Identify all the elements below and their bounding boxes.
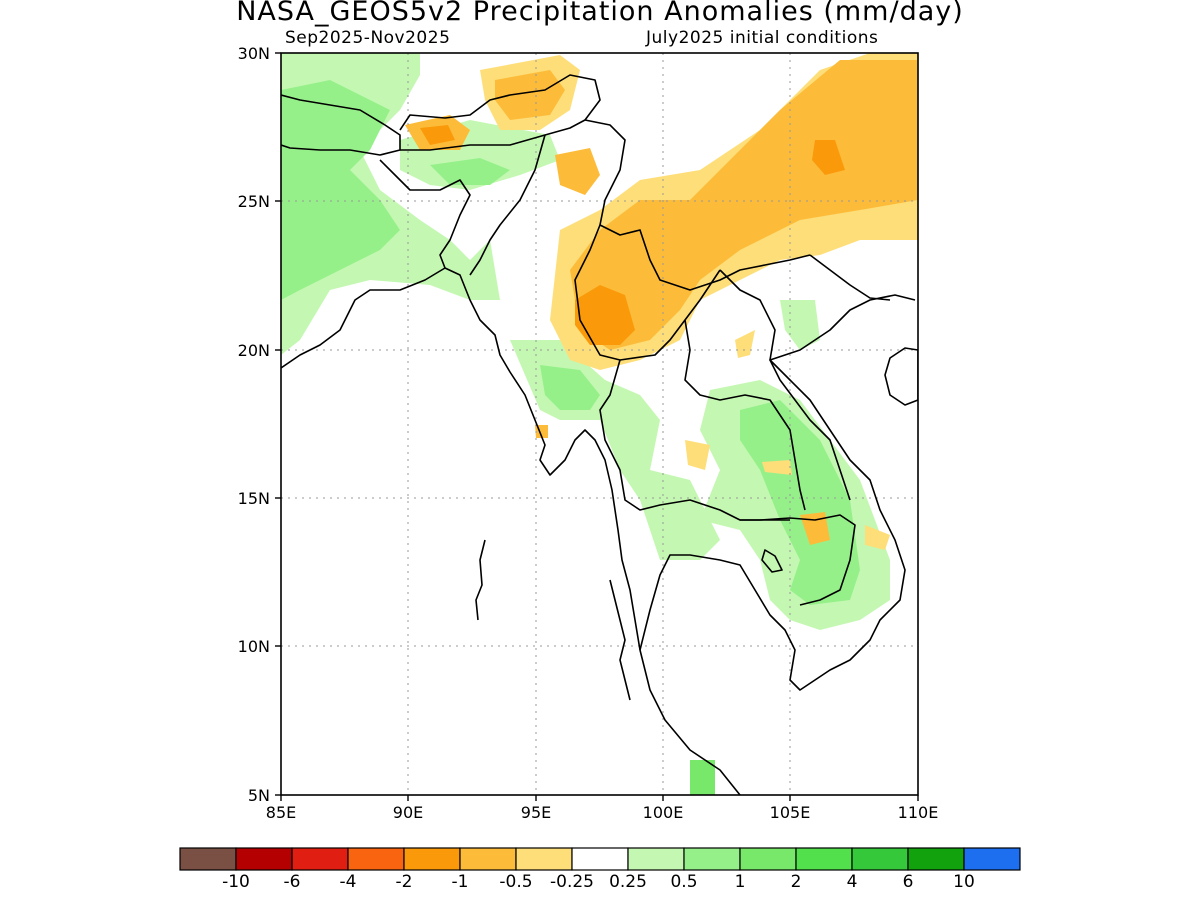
colorbar-swatch [403,847,461,871]
plot-frame [280,52,919,796]
anomaly-dry-thailand-south [762,460,792,475]
colorbar-label: -0.5 [499,872,532,892]
colorbar-swatch [795,847,853,871]
colorbar-label: 4 [847,872,858,892]
anomaly-dry-thailand [685,440,710,470]
colorbar-swatch [571,847,629,871]
colorbar-label: 0.25 [609,872,647,892]
x-tick-label: 90E [393,803,423,822]
y-tick-label: 25N [238,192,270,211]
colorbar-swatch [627,847,685,871]
colorbar-label: 10 [953,872,975,892]
y-tick-label: 10N [238,637,270,656]
x-tick-label: 100E [643,803,684,822]
anomaly-dry-cambodia [800,512,830,545]
border-myanmar-india [469,134,546,276]
colorbar-label: -2 [396,872,413,892]
colorbar-swatch [851,847,909,871]
colorbar-label: 1 [735,872,746,892]
border-cambodia [740,514,856,606]
coastline-malay-islands [609,579,631,701]
border-vietnam-china [809,254,891,301]
border-myanmar-china [584,119,811,291]
y-tick-label: 15N [238,489,270,508]
anomaly-dry-core-burma [575,285,635,345]
y-tick-label: 30N [238,44,270,63]
border-laos-thailand-mekong [684,319,806,511]
colorbar-label: 6 [903,872,914,892]
colorbar-swatch [739,847,797,871]
coastline-gulf-of-thailand [639,294,916,691]
initial-conditions: July2025 initial conditions [646,28,879,48]
x-tick-label: 85E [266,803,296,822]
colorbar-label: -4 [340,872,357,892]
colorbar-label: 0.5 [670,872,697,892]
border-myanmar-thailand [574,224,721,361]
anomaly-dry-china-mid [570,60,918,350]
y-axis-labels: 30N 25N 20N 15N 10N 5N [238,44,270,805]
coastline-bay-of-bengal [281,267,741,795]
anomaly-dry-bhutan-core [420,125,455,145]
border-northeast-india [399,74,601,151]
colorbar-label: -0.25 [550,872,594,892]
colorbar-label: -1 [452,872,469,892]
y-tick-label: 5N [248,786,270,805]
x-tick-label: 95E [521,803,551,822]
anomaly-wet-west-core [281,80,400,300]
colorbar-label: 2 [791,872,802,892]
colorbar-swatch [907,847,965,871]
colorbar-swatch [179,847,237,871]
colorbar-swatch [683,847,741,871]
colorbar-label: -6 [284,872,301,892]
x-tick-label: 105E [770,803,811,822]
anomaly-dry-laos [735,330,755,358]
anomaly-dry-north-burma [555,148,600,195]
forecast-period: Sep2025-Nov2025 [285,28,451,48]
anomaly-dry-core-china [812,140,845,175]
anomaly-wet-peninsula [690,760,715,795]
tick-marks [275,52,919,801]
colorbar-swatch [291,847,349,871]
border-india-nepal [281,94,401,156]
anomaly-wet-laos-north [780,300,820,350]
colorbar-swatch [459,847,517,871]
colorbar-swatch [235,847,293,871]
colorbar-swatch [515,847,573,871]
coastlines-borders [281,74,918,795]
y-tick-label: 20N [238,341,270,360]
coastline-hainan [884,347,918,406]
anomaly-shading [281,53,918,795]
tonle-sap [761,549,783,573]
map-title: NASA_GEOS5v2 Precipitation Anomalies (mm… [236,0,964,27]
colorbar-label: -10 [222,872,250,892]
anomaly-wet-vietnam-core [740,400,860,605]
anomaly-wet-northeast-core [430,158,510,185]
anomaly-dry-tibet-mid [495,70,565,120]
x-tick-label: 110E [898,803,939,822]
coastline-andaman-islands [475,539,486,621]
border-laos-vietnam [719,269,851,501]
colorbar: -10 -6 -4 -2 -1 -0.5 -0.25 0.25 0.5 1 2 4 6 10 [179,847,1021,892]
colorbar-swatch [347,847,405,871]
colorbar-swatch [963,847,1021,871]
border-bangladesh [379,159,471,269]
anomaly-wet-burma-core [540,365,600,410]
anomaly-dry-vietnam-coast [865,525,890,550]
x-axis-labels: 85E 90E 95E 100E 105E 110E [266,803,939,822]
